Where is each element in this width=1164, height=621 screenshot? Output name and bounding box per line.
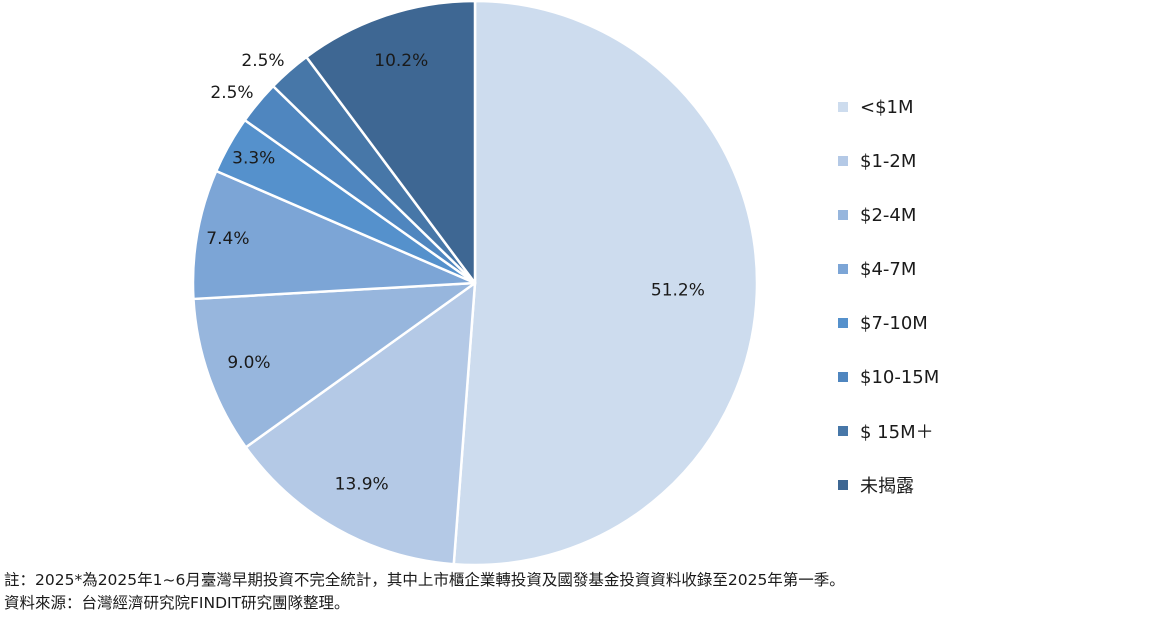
legend-item: $2-4M [838,188,939,242]
legend-label: $10-15M [860,366,940,388]
pie-slice-4 [191,169,477,301]
legend-item: $ 15M＋ [838,404,939,458]
legend-label: 未揭露 [860,476,914,497]
legend-swatch [838,264,848,274]
legend-label: $2-4M [860,204,917,226]
legend-label: $7-10M [860,312,928,334]
slice-data-label: 9.0% [227,353,270,373]
slice-data-label: 7.4% [206,229,249,249]
legend-label: <$1M [860,96,914,118]
pie-slice-8 [305,0,477,285]
slice-data-label: 2.5% [210,83,253,103]
pie-slice-2 [244,281,477,566]
footnotes: 註：2025*為2025年1~6月臺灣早期投資不完全統計，其中上市櫃企業轉投資及… [4,569,1164,615]
legend-item: $1-2M [838,134,939,188]
legend-swatch [838,480,848,490]
legend-swatch [838,318,848,328]
legend-swatch [838,426,848,436]
slice-data-label: 3.3% [232,149,275,169]
slice-data-label: 51.2% [651,281,705,301]
legend-swatch [838,156,848,166]
legend-item: $7-10M [838,296,939,350]
legend-item: <$1M [838,80,939,134]
chart-legend: <$1M $1-2M $2-4M $4-7M $7-10M $10-15M $ 15M＋ 未揭… [838,80,939,512]
legend-label: $ 15M＋ [860,422,934,443]
legend-swatch [838,210,848,220]
legend-label: $4-7M [860,258,917,280]
legend-item: $4-7M [838,242,939,296]
footnote-source: 資料來源：台灣經濟研究院FINDIT研究團隊整理。 [4,594,350,612]
pie-slice-3 [192,281,477,449]
slice-data-label: 10.2% [374,51,428,71]
legend-swatch [838,372,848,382]
legend-item: 未揭露 [838,458,939,512]
slice-data-label: 2.5% [241,51,284,71]
legend-label: $1-2M [860,150,917,172]
legend-swatch [838,102,848,112]
slice-data-label: 13.9% [335,475,389,495]
legend-item: $10-15M [838,350,939,404]
pie-slice-1 [452,0,759,567]
footnote-note: 註：2025*為2025年1~6月臺灣早期投資不完全統計，其中上市櫃企業轉投資及… [4,571,845,589]
